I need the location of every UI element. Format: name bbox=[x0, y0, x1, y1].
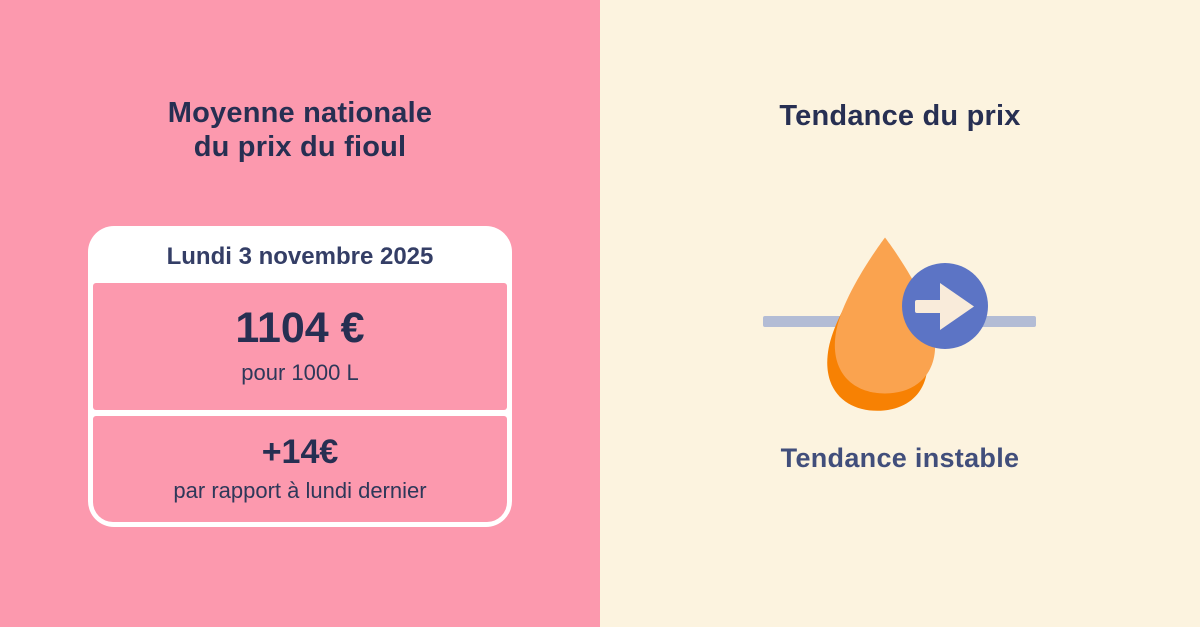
right-arrow-shaft bbox=[915, 300, 943, 313]
fuel-oil-droplet-icon bbox=[827, 237, 936, 411]
price-card-date: Lundi 3 novembre 2025 bbox=[166, 243, 434, 270]
national-average-panel: Moyenne nationale du prix du fioul Lundi… bbox=[0, 0, 600, 627]
price-trend-panel: Tendance du prix Tendance instable bbox=[600, 0, 1200, 627]
price-change-value: +14€ bbox=[261, 432, 339, 471]
right-arrow-circle-icon bbox=[902, 263, 988, 349]
trend-status-label: Tendance instable bbox=[780, 443, 1020, 473]
left-panel-title: Moyenne nationale du prix du fioul bbox=[0, 96, 600, 164]
price-card: Lundi 3 novembre 2025 1104 € pour 1000 L… bbox=[88, 226, 512, 527]
droplet-body-shape bbox=[834, 237, 936, 394]
right-panel-title: Tendance du prix bbox=[779, 100, 1021, 132]
left-panel-title-line1: Moyenne nationale bbox=[167, 97, 433, 129]
left-panel-title-line2: du prix du fioul bbox=[193, 131, 407, 163]
price-change-block: +14€ par rapport à lundi dernier bbox=[93, 416, 507, 522]
price-change-caption: par rapport à lundi dernier bbox=[173, 477, 427, 503]
price-value: 1104 € bbox=[235, 304, 365, 352]
right-arrow-head bbox=[940, 283, 974, 330]
price-block: 1104 € pour 1000 L bbox=[93, 283, 507, 410]
price-unit: pour 1000 L bbox=[241, 360, 359, 385]
